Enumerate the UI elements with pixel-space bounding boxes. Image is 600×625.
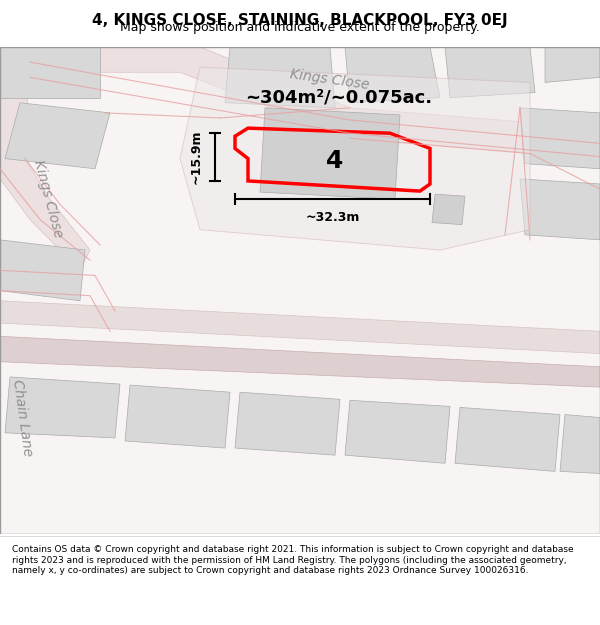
- Polygon shape: [445, 47, 535, 98]
- Polygon shape: [520, 107, 600, 169]
- Polygon shape: [225, 47, 335, 108]
- Polygon shape: [345, 47, 440, 102]
- Text: Map shows position and indicative extent of the property.: Map shows position and indicative extent…: [120, 21, 480, 34]
- Polygon shape: [455, 408, 560, 471]
- Text: 4: 4: [326, 149, 344, 173]
- Polygon shape: [5, 377, 120, 438]
- Polygon shape: [0, 336, 600, 387]
- Text: Contains OS data © Crown copyright and database right 2021. This information is : Contains OS data © Crown copyright and d…: [12, 545, 574, 575]
- Polygon shape: [520, 179, 600, 240]
- Polygon shape: [0, 240, 85, 301]
- Text: Kings Close: Kings Close: [289, 67, 371, 92]
- Polygon shape: [125, 385, 230, 448]
- Text: Kings Close: Kings Close: [31, 159, 65, 239]
- Polygon shape: [560, 414, 600, 474]
- Text: ~32.3m: ~32.3m: [305, 211, 359, 224]
- Polygon shape: [30, 47, 600, 159]
- Polygon shape: [0, 301, 600, 354]
- Text: 4, KINGS CLOSE, STAINING, BLACKPOOL, FY3 0EJ: 4, KINGS CLOSE, STAINING, BLACKPOOL, FY3…: [92, 13, 508, 28]
- Polygon shape: [180, 67, 530, 250]
- Polygon shape: [5, 102, 110, 169]
- Polygon shape: [0, 47, 100, 98]
- Text: ~15.9m: ~15.9m: [190, 130, 203, 184]
- Polygon shape: [545, 47, 600, 82]
- Text: ~304m²/~0.075ac.: ~304m²/~0.075ac.: [245, 89, 432, 107]
- Polygon shape: [345, 400, 450, 463]
- Text: Chain Lane: Chain Lane: [10, 378, 34, 457]
- Polygon shape: [0, 47, 90, 270]
- Polygon shape: [260, 107, 400, 199]
- Polygon shape: [235, 392, 340, 455]
- Polygon shape: [432, 194, 465, 224]
